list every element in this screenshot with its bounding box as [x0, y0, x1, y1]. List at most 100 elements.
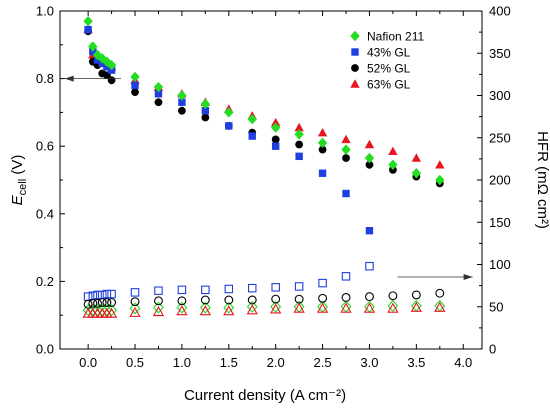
- left-y-axis-title: Ecell (V): [9, 155, 29, 206]
- hfr-point: [316, 302, 329, 313]
- ecell-point: [178, 98, 186, 106]
- hfr-point: [246, 300, 258, 313]
- hfr-point: [153, 301, 164, 314]
- ecell-point: [341, 134, 351, 144]
- data-markers: [82, 15, 446, 318]
- hfr-point: [223, 301, 235, 314]
- ecell-point: [270, 117, 281, 127]
- left-y-tick-label: 0.8: [36, 71, 54, 86]
- hfr-point: [154, 286, 163, 295]
- hfr-point: [247, 295, 257, 305]
- hfr-point: [270, 300, 282, 313]
- hfr-point: [96, 304, 108, 317]
- hfr-point: [152, 305, 165, 317]
- hfr-point: [154, 296, 163, 306]
- ecell-point: [177, 90, 187, 101]
- ecell-point: [318, 145, 327, 154]
- right-y-tick-label: 100: [489, 257, 511, 272]
- x-tick-label: 0.5: [126, 355, 144, 370]
- ecell-point: [271, 135, 280, 144]
- legend-marker: [350, 79, 360, 88]
- ecell-point: [295, 152, 303, 161]
- ecell-point: [317, 127, 328, 137]
- hfr-point: [107, 289, 116, 299]
- right-y-tick-label: 400: [489, 4, 511, 19]
- ecell-point: [435, 160, 445, 169]
- ecell-point: [341, 144, 351, 155]
- ecell-point: [270, 122, 281, 133]
- hfr-point: [388, 291, 398, 301]
- hfr-point: [224, 284, 234, 294]
- ecell-point: [294, 122, 304, 132]
- hfr-point: [246, 304, 258, 315]
- hfr-point: [130, 297, 140, 307]
- ecell-point: [154, 98, 163, 107]
- legend-marker: [351, 64, 359, 72]
- hfr-point: [129, 302, 141, 315]
- ecell-point: [201, 113, 210, 122]
- hfr-point: [88, 298, 98, 308]
- legend-marker: [351, 48, 359, 56]
- hfr-point: [411, 290, 421, 300]
- hfr-point: [200, 295, 210, 305]
- hfr-point: [106, 304, 118, 317]
- ecell-point: [271, 142, 280, 150]
- left-y-tick-label: 0.0: [36, 342, 54, 357]
- hfr-point: [387, 302, 399, 313]
- hfr-point: [129, 306, 141, 317]
- arrow-head: [64, 75, 74, 82]
- legend: Nafion 211 43% GL 52% GL 63% GL: [350, 30, 424, 92]
- x-tick-label: 3.0: [360, 355, 378, 370]
- x-tick-label: 0.0: [79, 355, 97, 370]
- ecell-point: [131, 81, 139, 90]
- hfr-point: [92, 304, 103, 317]
- ecell-point: [153, 81, 164, 93]
- hfr-point: [97, 298, 107, 307]
- hfr-point: [224, 295, 234, 305]
- hfr-point: [130, 288, 140, 297]
- ecell-point: [294, 129, 304, 140]
- ecell-point: [225, 122, 233, 130]
- x-tick-label: 4.0: [454, 355, 472, 370]
- legend-label: 43% GL: [367, 46, 411, 60]
- right-y-tick-label: 250: [489, 130, 511, 145]
- hfr-point: [318, 278, 327, 288]
- ecell-point: [435, 174, 445, 186]
- ecell-point: [248, 132, 256, 140]
- hfr-point: [365, 261, 374, 271]
- ecell-point: [318, 169, 327, 177]
- hfr-point: [387, 299, 399, 312]
- arrow-head: [463, 274, 473, 281]
- hfr-point: [271, 283, 280, 292]
- hfr-point: [176, 301, 188, 314]
- hfr-point: [365, 292, 374, 302]
- hfr-point: [177, 296, 187, 306]
- ecell-point: [364, 139, 375, 149]
- hfr-point: [340, 302, 352, 313]
- ecell-point: [92, 49, 103, 61]
- ecell-point: [88, 41, 98, 52]
- ecell-point: [365, 227, 374, 235]
- right-y-tick-label: 0: [489, 342, 496, 357]
- legend-marker: [350, 30, 360, 42]
- hfr-point: [199, 301, 211, 314]
- ecell-symbol: E: [9, 194, 26, 205]
- right-y-axis-ticks: 0 50 100 150 200 250 300 350 400: [477, 4, 511, 357]
- hfr-point: [107, 298, 117, 307]
- legend-label: 63% GL: [367, 78, 411, 92]
- left-y-tick-label: 1.0: [36, 4, 54, 19]
- right-y-tick-label: 50: [489, 299, 503, 314]
- ecell-point: [131, 88, 139, 97]
- x-tick-label: 3.5: [407, 355, 425, 370]
- hfr-point: [434, 301, 446, 312]
- left-y-axis-ticks: 0.0 0.2 0.4 0.6 0.8 1.0: [36, 4, 65, 357]
- hfr-point: [102, 298, 112, 307]
- left-y-tick-label: 0.6: [36, 139, 54, 154]
- legend-label: 52% GL: [367, 62, 411, 76]
- hfr-point: [271, 294, 281, 304]
- ecell-point: [107, 76, 116, 85]
- hfr-point: [293, 302, 305, 313]
- hfr-point: [410, 301, 422, 312]
- ecell-point: [130, 71, 140, 83]
